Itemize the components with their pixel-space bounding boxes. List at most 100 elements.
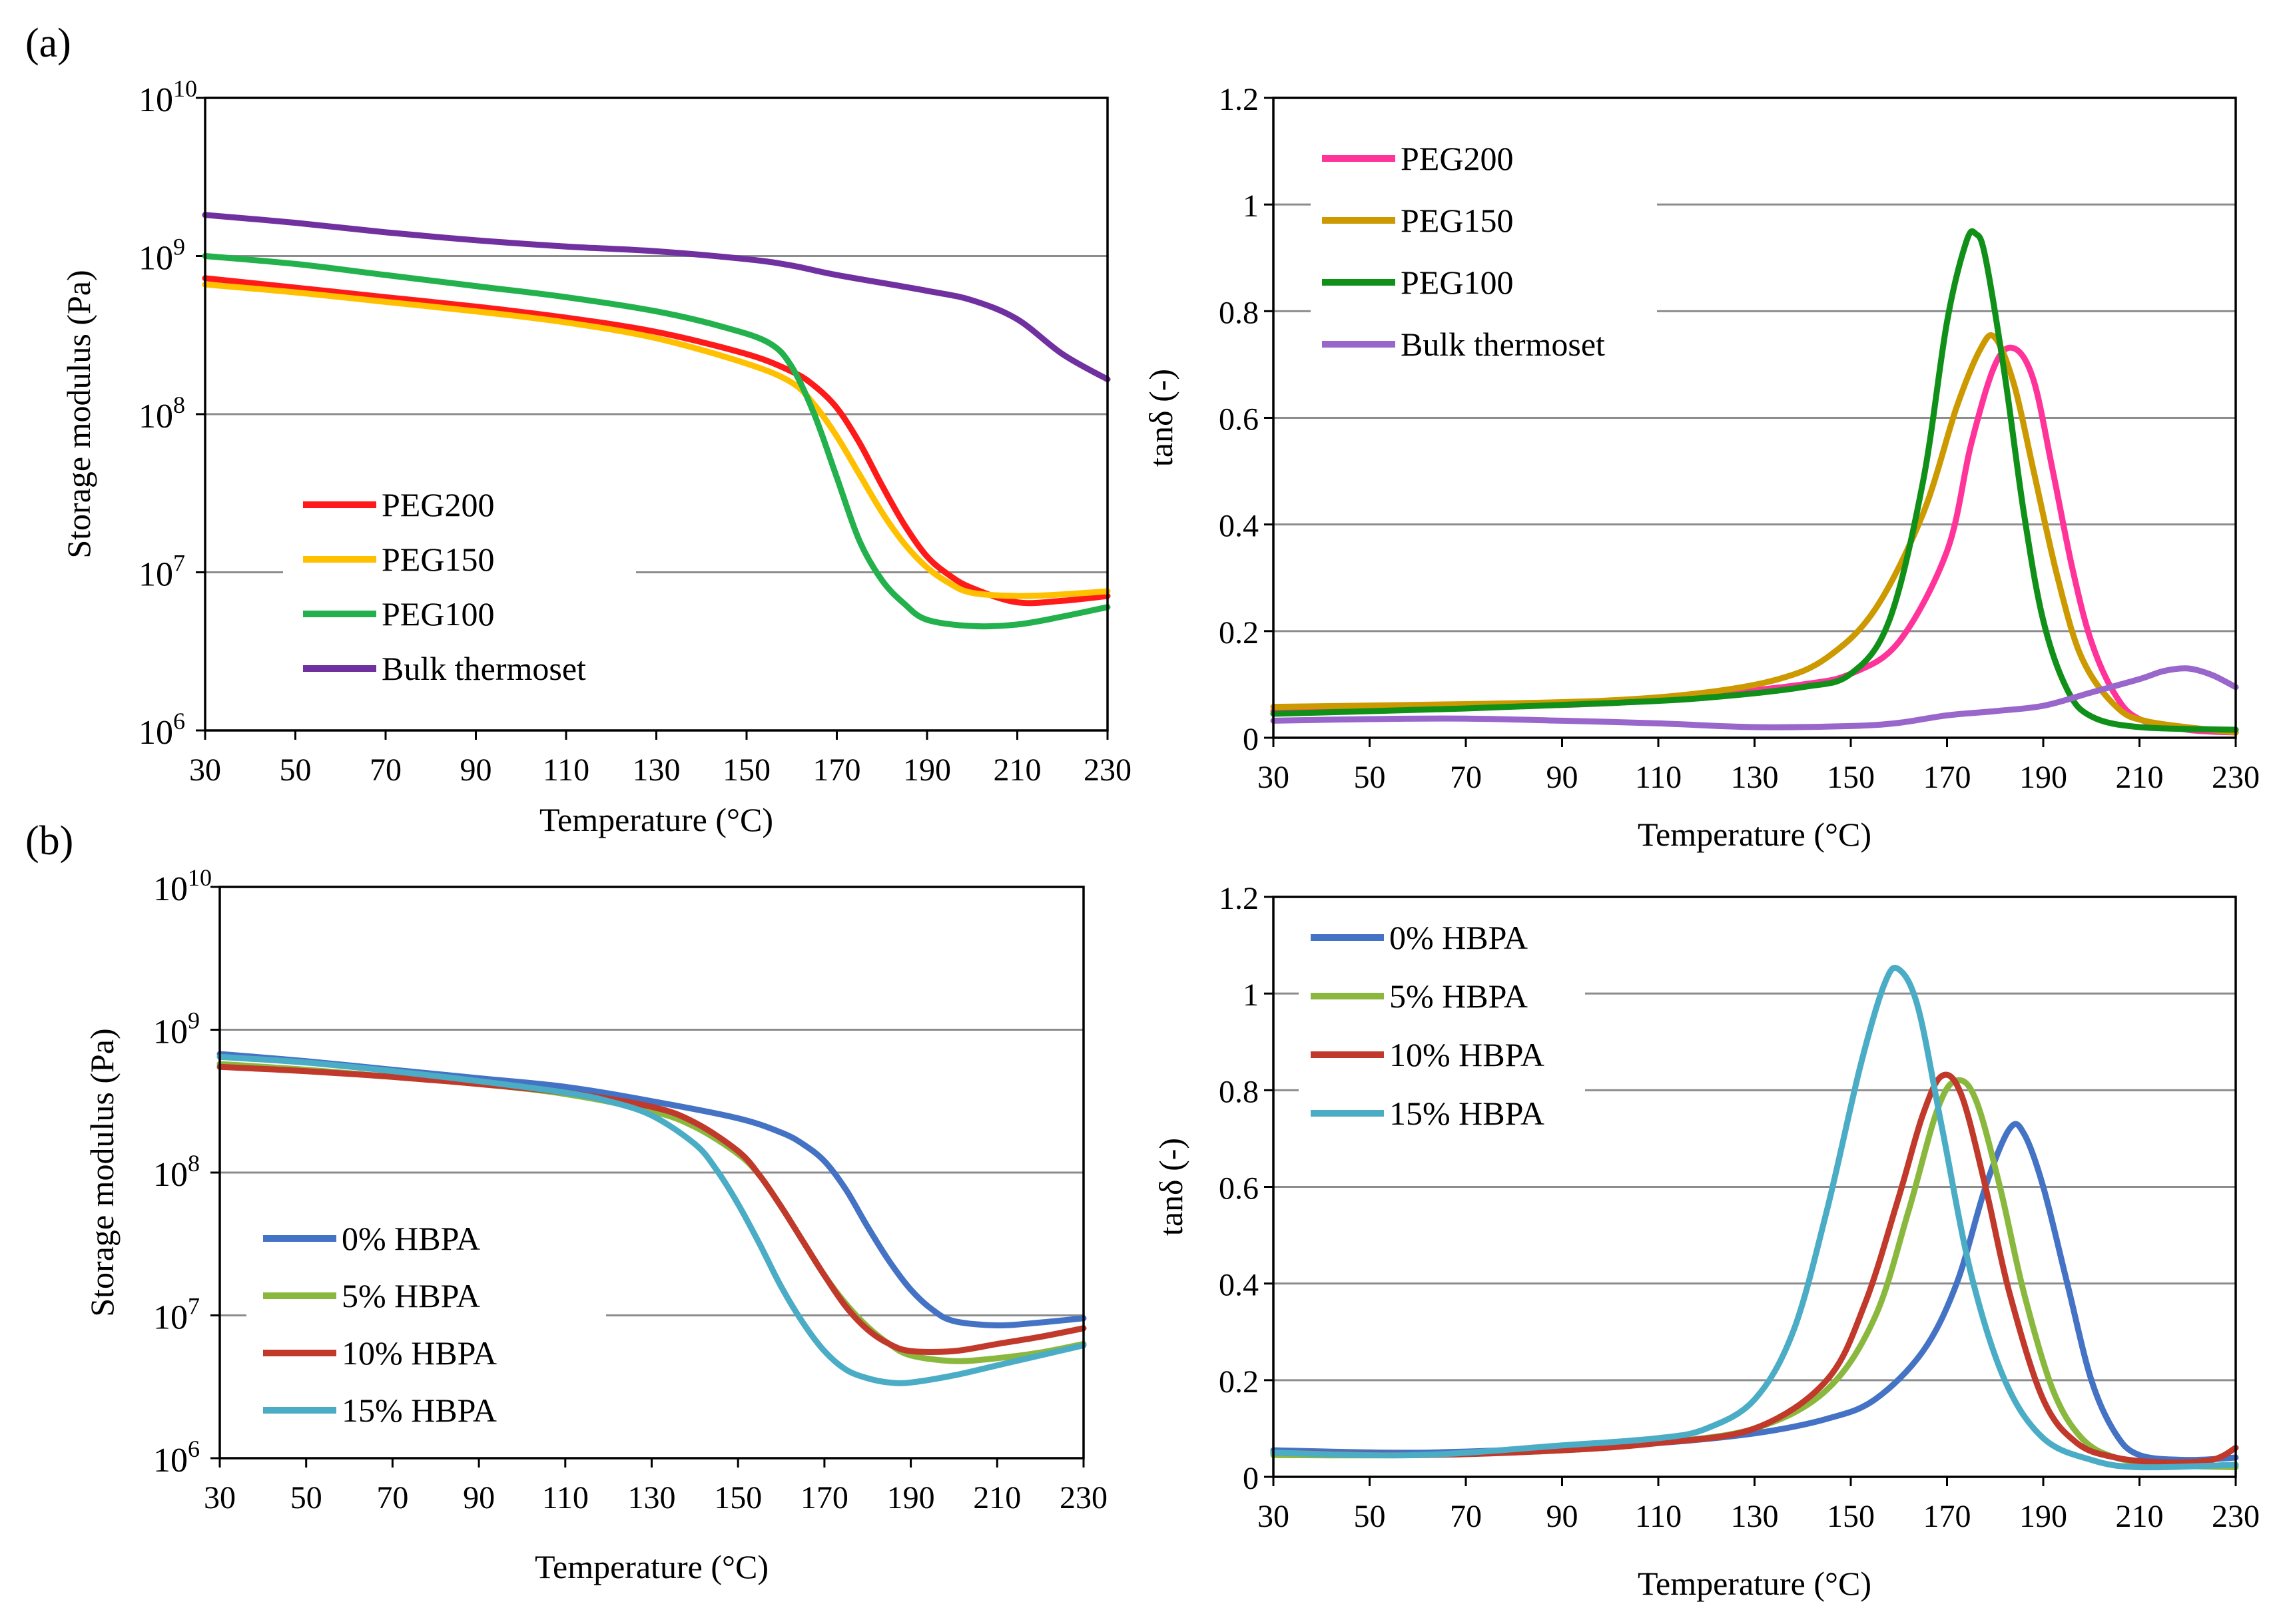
x-tick-label: 150 (1827, 760, 1875, 795)
series-line-15-hbpa (216, 1053, 1087, 1386)
y-axis-label: Storage modulus (Pa) (60, 270, 97, 558)
x-tick-label: 110 (543, 752, 589, 788)
chart-a-right: 0 0.2 0.4 0.6 0.8 1 1.2 30 50 70 90 110 130 150 170 190… (1142, 82, 2260, 853)
x-tick-label: 70 (370, 752, 402, 788)
series-line-10-hbpa (1270, 1071, 2239, 1466)
legend-background (1311, 123, 1657, 376)
x-tick-label: 30 (1257, 760, 1289, 795)
x-tick-label: 170 (1923, 760, 1971, 795)
x-tick-label: 230 (2212, 760, 2260, 795)
y-tick-label: 0 (1243, 1461, 1259, 1496)
legend-label: 15% HBPA (342, 1392, 497, 1429)
y-tick-label: 0 (1243, 722, 1259, 757)
x-tick-label: 230 (1060, 1480, 1108, 1515)
y-tick-label: 106 (139, 708, 185, 752)
y-tick-label: 1 (1243, 188, 1259, 224)
plot-frame (218, 886, 1085, 1460)
series-line-bulk-thermoset (202, 212, 1111, 383)
x-tick-label: 190 (2019, 760, 2067, 795)
x-axis-label: Temperature (°C) (535, 1548, 769, 1585)
series-line-peg150 (202, 281, 1111, 599)
x-tick-label: 30 (189, 752, 221, 788)
legend-label: 0% HBPA (342, 1220, 480, 1257)
legend-label: 5% HBPA (342, 1277, 480, 1314)
y-tick-label: 1 (1243, 977, 1259, 1013)
y-tick-label: 106 (153, 1436, 200, 1480)
plot-frame (204, 97, 1109, 732)
y-tick-label: 108 (139, 392, 185, 435)
y-tick-label: 0.8 (1219, 295, 1259, 330)
series-line-0-hbpa (1270, 1121, 2239, 1464)
y-tick-label: 109 (139, 234, 185, 278)
y-tick-label: 0.8 (1219, 1074, 1259, 1109)
x-tick-label: 210 (994, 752, 1042, 788)
legend-background (246, 1212, 606, 1432)
y-tick-label: 107 (153, 1293, 200, 1337)
x-tick-label: 70 (376, 1480, 408, 1515)
legend-label: 5% HBPA (1389, 977, 1528, 1015)
legend-label: 15% HBPA (1389, 1095, 1544, 1132)
y-tick-label: 0.6 (1219, 1171, 1259, 1207)
x-tick-label: 230 (2212, 1499, 2260, 1534)
y-tick-label: 107 (139, 550, 185, 594)
x-tick-label: 210 (2116, 760, 2164, 795)
x-tick-label: 170 (813, 752, 861, 788)
x-tick-label: 110 (1635, 1499, 1682, 1534)
legend-label: 10% HBPA (342, 1334, 497, 1372)
x-tick-label: 90 (1546, 760, 1578, 795)
legend-label: 0% HBPA (1389, 919, 1528, 956)
plot-frame (1272, 896, 2237, 1478)
y-tick-label: 109 (153, 1007, 200, 1051)
y-axis-label: Storage modulus (Pa) (83, 1028, 121, 1316)
x-tick-label: 90 (1546, 1499, 1578, 1534)
y-axis-label: tanδ (-) (1152, 1138, 1189, 1236)
x-tick-label: 30 (1257, 1499, 1289, 1534)
x-tick-label: 210 (973, 1480, 1021, 1515)
chart-b-left: 106 107 108 109 1010 30 50 70 90 110 130 150 170 190 2… (83, 864, 1108, 1585)
x-axis-label: Temperature (°C) (539, 801, 773, 838)
x-tick-label: 30 (204, 1480, 236, 1515)
y-tick-label: 0.2 (1219, 615, 1259, 651)
x-tick-label: 70 (1450, 1499, 1482, 1534)
legend-label: PEG100 (382, 595, 494, 633)
x-tick-label: 90 (463, 1480, 495, 1515)
x-tick-label: 230 (1084, 752, 1132, 788)
y-tick-label: 1010 (153, 864, 212, 908)
legend-label: 10% HBPA (1389, 1036, 1544, 1073)
x-tick-label: 110 (542, 1480, 589, 1515)
chart-b-right: 0 0.2 0.4 0.6 0.8 1 1.2 30 50 70 90 110 130 150 170 190… (1152, 881, 2260, 1602)
legend-background (283, 478, 636, 698)
x-tick-label: 190 (887, 1480, 935, 1515)
y-tick-label: 108 (153, 1150, 200, 1194)
legend-label: PEG100 (1401, 264, 1513, 301)
series-line-peg100 (202, 253, 1111, 630)
y-axis-label: tanδ (-) (1142, 369, 1179, 467)
y-tick-label: 0.6 (1219, 402, 1259, 437)
y-tick-label: 1.2 (1219, 82, 1259, 117)
chart-a-left: 106 107 108 109 1010 30 50 70 90 110 130 150 170 190 2… (60, 75, 1132, 838)
y-tick-label: 0.4 (1219, 509, 1259, 544)
x-tick-label: 90 (460, 752, 492, 788)
panel-label-b: (b) (25, 818, 74, 864)
x-axis-label: Temperature (°C) (1638, 1565, 1871, 1602)
x-tick-label: 190 (2019, 1499, 2067, 1534)
series-line-15-hbpa (1270, 964, 2239, 1471)
x-tick-label: 210 (2116, 1499, 2164, 1534)
series-line-peg150 (1270, 332, 2239, 736)
y-tick-label: 1010 (139, 75, 197, 119)
x-tick-label: 130 (633, 752, 681, 788)
x-tick-label: 130 (1731, 1499, 1779, 1534)
y-tick-label: 0.4 (1219, 1268, 1259, 1303)
x-tick-label: 150 (723, 752, 771, 788)
panel-label-a: (a) (25, 21, 71, 66)
x-tick-label: 130 (1731, 760, 1779, 795)
x-tick-label: 170 (1923, 1499, 1971, 1534)
series-line-bulk-thermoset (1270, 665, 2239, 730)
y-tick-label: 0.2 (1219, 1364, 1259, 1400)
x-tick-label: 110 (1635, 760, 1682, 795)
y-tick-label: 1.2 (1219, 881, 1259, 916)
legend-label: PEG150 (382, 541, 494, 578)
x-tick-label: 50 (280, 752, 312, 788)
x-tick-label: 70 (1450, 760, 1482, 795)
